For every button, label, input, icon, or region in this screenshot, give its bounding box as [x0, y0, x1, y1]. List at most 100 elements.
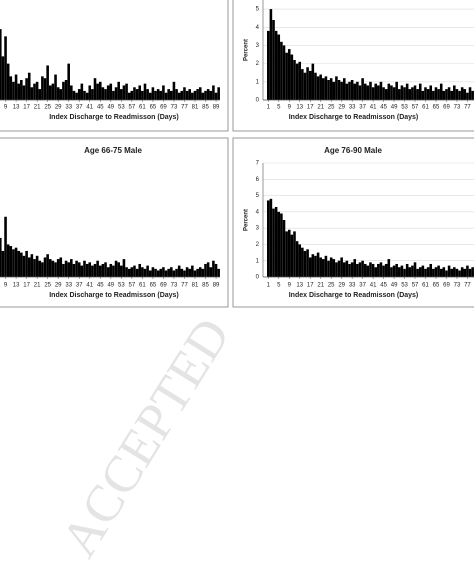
bar — [83, 260, 86, 277]
bar — [27, 257, 31, 277]
bar — [146, 89, 149, 100]
bar — [80, 265, 84, 277]
bar — [35, 81, 39, 100]
bar — [335, 262, 338, 277]
bar — [361, 260, 364, 277]
bar — [75, 92, 78, 100]
x-tick-label: 77 — [464, 105, 471, 111]
y-tick-label: 5 — [256, 193, 260, 199]
bar — [413, 85, 417, 100]
bar — [421, 90, 425, 100]
bar — [432, 90, 435, 100]
bar — [411, 265, 414, 277]
bar — [167, 89, 170, 100]
x-tick-label: 33 — [349, 105, 356, 111]
bar — [175, 89, 178, 100]
x-tick-label: 45 — [97, 283, 104, 289]
x-tick-label: 81 — [192, 283, 199, 289]
x-tick-label: 61 — [139, 283, 146, 289]
bar — [363, 263, 367, 277]
bar — [282, 220, 286, 277]
bar — [345, 83, 349, 100]
x-tick-label: 65 — [150, 105, 157, 111]
y-axis-label: Percent — [244, 39, 250, 61]
bar — [269, 198, 273, 277]
bar — [395, 263, 398, 277]
x-axis-label: Index Discharge to Readmisson (Days) — [289, 114, 419, 121]
x-axis-label: Index Discharge to Readmisson (Days) — [289, 292, 419, 299]
bar — [46, 65, 49, 100]
bar — [162, 267, 165, 277]
bar — [185, 90, 189, 100]
x-tick-label: 37 — [76, 283, 83, 289]
bar — [30, 87, 34, 100]
bar — [350, 80, 354, 100]
bar — [450, 90, 453, 100]
bar — [267, 30, 270, 101]
bar — [159, 268, 163, 277]
x-tick-label: 9 — [4, 283, 8, 289]
bar — [75, 260, 78, 277]
x-tick-label: 33 — [349, 283, 356, 289]
x-tick-label: 33 — [65, 105, 72, 111]
bar — [424, 268, 427, 277]
bar — [408, 89, 412, 100]
bar — [4, 216, 7, 277]
bar — [209, 90, 213, 100]
bar — [384, 263, 388, 277]
bar — [374, 83, 377, 100]
bar — [72, 263, 76, 277]
bar — [67, 262, 70, 277]
bar — [198, 267, 202, 277]
x-tick-label: 57 — [129, 283, 136, 289]
bar — [88, 262, 92, 277]
bar — [191, 92, 194, 100]
y-tick-label: 6 — [256, 177, 260, 183]
x-tick-label: 69 — [443, 283, 450, 289]
bar — [421, 265, 425, 277]
bar — [371, 87, 375, 100]
bar — [20, 80, 23, 100]
x-tick-label: 65 — [433, 283, 440, 289]
bar — [80, 83, 84, 100]
bar — [85, 92, 89, 100]
x-tick-label: 17 — [307, 105, 314, 111]
x-tick-label: 1 — [267, 283, 271, 289]
chart-panel: 9 13 17 21 25 29 33 37 41 45 49 53 57 61 65 69 73 77 81 85 8… — [0, 0, 229, 132]
x-tick-label: 69 — [160, 283, 167, 289]
bar — [214, 92, 218, 100]
x-tick-label: 61 — [422, 105, 429, 111]
x-tick-label: 41 — [370, 105, 377, 111]
bar — [366, 265, 370, 277]
bar — [458, 90, 461, 100]
bar — [125, 267, 128, 277]
bar — [405, 263, 409, 277]
bar — [290, 234, 294, 277]
bar — [170, 267, 173, 277]
x-tick-label: 57 — [129, 105, 136, 111]
bar — [392, 265, 396, 277]
bar — [35, 255, 39, 277]
bar — [332, 81, 336, 100]
bar — [151, 267, 155, 277]
bar — [434, 267, 438, 277]
bar — [327, 80, 330, 100]
bar — [287, 229, 291, 277]
bar — [369, 81, 372, 100]
chart-title: Age 66-75 Male — [84, 146, 142, 155]
bar — [175, 268, 178, 277]
x-tick-label: 25 — [44, 105, 51, 111]
bar — [460, 267, 464, 277]
x-tick-label: 21 — [317, 105, 324, 111]
y-tick-label: 0 — [256, 275, 260, 281]
x-tick-label: 17 — [23, 105, 30, 111]
bar — [154, 268, 157, 277]
x-tick-label: 37 — [359, 283, 366, 289]
x-tick-label: 57 — [412, 105, 419, 111]
x-tick-label: 21 — [317, 283, 324, 289]
bar — [426, 89, 430, 100]
panel-border — [0, 137, 229, 308]
bar — [56, 87, 60, 100]
